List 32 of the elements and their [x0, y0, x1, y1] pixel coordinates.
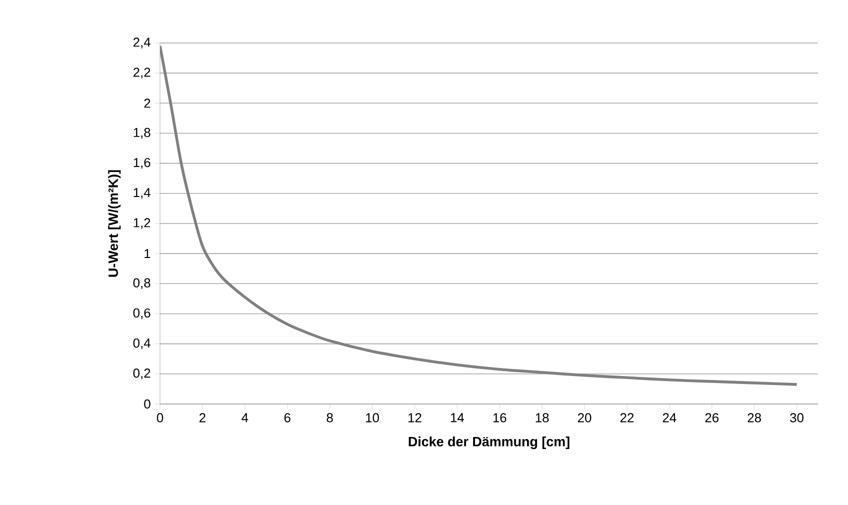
- x-tick-label: 28: [748, 413, 761, 422]
- x-tick-label: 6: [284, 413, 290, 422]
- y-tick-label: 1: [144, 249, 150, 258]
- x-tick-label: 22: [620, 413, 634, 422]
- x-tick-label: 10: [366, 413, 379, 422]
- y-tick-label: 1,6: [134, 158, 150, 169]
- x-tick-label: 30: [790, 413, 804, 422]
- y-tick-label: 2: [144, 98, 150, 108]
- x-tick-label: 26: [705, 413, 719, 422]
- y-tick-label: 0,8: [133, 278, 150, 289]
- y-tick-label: 2,2: [133, 68, 150, 78]
- x-tick-label: 16: [493, 413, 506, 422]
- y-tick-label: 2,4: [133, 38, 150, 48]
- x-tick-label: 2: [200, 413, 206, 422]
- y-tick-label: 1,4: [134, 188, 150, 199]
- x-tick-label: 18: [536, 413, 549, 422]
- x-tick-label: 24: [662, 413, 676, 422]
- x-axis-title: Dicke der Dämmung [cm]: [408, 436, 570, 450]
- x-tick-label: 12: [408, 413, 422, 422]
- x-tick-label: 8: [326, 413, 333, 422]
- x-tick-label: 20: [578, 413, 592, 422]
- y-tick-label: 0,2: [133, 368, 150, 380]
- x-tick-label: 0: [156, 413, 164, 422]
- y-tick-label: 1,8: [134, 128, 150, 139]
- x-tick-label: 4: [242, 413, 248, 422]
- line-series: [160, 44, 798, 386]
- y-axis-title: U-Wert [W/(m²K)]: [108, 170, 121, 277]
- y-tick-label: 0: [144, 399, 150, 409]
- y-tick-label: 1,2: [134, 218, 150, 229]
- x-tick-label: 14: [450, 413, 464, 422]
- y-tick-label: 0,6: [133, 308, 150, 320]
- y-tick-label: 0,4: [133, 338, 150, 350]
